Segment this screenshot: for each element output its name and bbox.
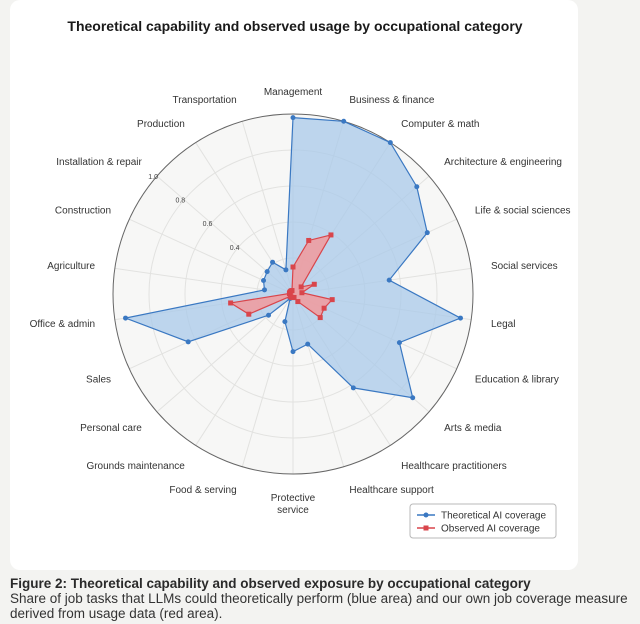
category-label: Installation & repair (56, 157, 142, 168)
theoretical-point (350, 385, 356, 391)
figure-caption: Figure 2: Theoretical capability and obs… (10, 576, 630, 621)
category-label: Business & finance (349, 95, 434, 106)
category-label: Social services (491, 261, 558, 272)
observed-point (287, 293, 293, 299)
observed-point (321, 305, 327, 311)
observed-point (298, 284, 304, 290)
theoretical-point (290, 115, 296, 121)
category-label: Legal (491, 319, 515, 330)
grid-spoke (241, 121, 294, 295)
observed-point (289, 288, 295, 294)
legend-label-observed: Observed AI coverage (441, 524, 540, 535)
observed-point (329, 297, 335, 303)
caption-title: Figure 2: Theoretical capability and obs… (10, 576, 531, 591)
outer-circle (112, 113, 474, 475)
theoretical-point (261, 287, 267, 293)
category-label: Grounds maintenance (86, 461, 185, 472)
observed-point (299, 290, 305, 296)
category-label: Office & admin (30, 319, 95, 330)
category-label: Education & library (475, 374, 559, 385)
category-label: Food & serving (169, 485, 236, 496)
category-label: Management (264, 87, 323, 98)
theoretical-point (185, 339, 191, 345)
theoretical-point (283, 267, 289, 273)
theoretical-point (410, 395, 416, 401)
category-label: Healthcare practitioners (401, 461, 507, 472)
radial-tick-label: 0.8 (175, 198, 185, 205)
chart-title: Theoretical capability and observed usag… (67, 18, 522, 34)
category-label: Transportation (173, 95, 237, 106)
theoretical-point (457, 315, 463, 321)
observed-point (306, 237, 312, 243)
category-label: Production (137, 119, 185, 130)
theoretical-point (270, 259, 276, 265)
theoretical-point (266, 312, 272, 318)
caption-text: Share of job tasks that LLMs could theor… (10, 591, 628, 621)
category-label: Personal care (80, 423, 142, 434)
theoretical-point (261, 278, 267, 284)
theoretical-point (282, 319, 288, 325)
theoretical-point (123, 315, 129, 321)
category-label: Healthcare support (349, 485, 434, 496)
category-label: Protective service (271, 493, 316, 516)
category-label: Sales (86, 374, 111, 385)
category-label: Life & social sciences (475, 206, 571, 217)
theoretical-point (414, 184, 420, 190)
legend-label-theoretical: Theoretical AI coverage (441, 511, 546, 522)
radial-tick-label: 0.6 (203, 221, 213, 228)
legend: Theoretical AI coverage Observed AI cove… (409, 503, 557, 539)
radial-tick-label: 1.0 (148, 174, 158, 181)
theoretical-point (387, 140, 393, 146)
theoretical-point (305, 341, 311, 347)
observed-point (311, 281, 317, 287)
theoretical-point (396, 340, 402, 346)
theoretical-point (290, 349, 296, 355)
observed-point (328, 232, 334, 238)
theoretical-point (386, 277, 392, 283)
category-label: Construction (55, 206, 111, 217)
observed-point (295, 299, 301, 305)
observed-point (317, 315, 323, 321)
grid-spoke (195, 293, 294, 446)
theoretical-point (341, 118, 347, 124)
category-label: Agriculture (47, 261, 95, 272)
legend-marker-theoretical (423, 512, 429, 518)
observed-point (228, 300, 234, 306)
category-label: Architecture & engineering (444, 157, 562, 168)
legend-box (409, 503, 557, 539)
theoretical-point (424, 230, 430, 236)
observed-point (246, 311, 252, 317)
theoretical-point (264, 269, 270, 275)
category-label: Arts & media (444, 423, 502, 434)
observed-point (290, 264, 296, 270)
legend-marker-observed (423, 525, 429, 531)
category-label: Computer & math (401, 119, 479, 130)
radial-tick-label: 0.4 (230, 245, 240, 252)
